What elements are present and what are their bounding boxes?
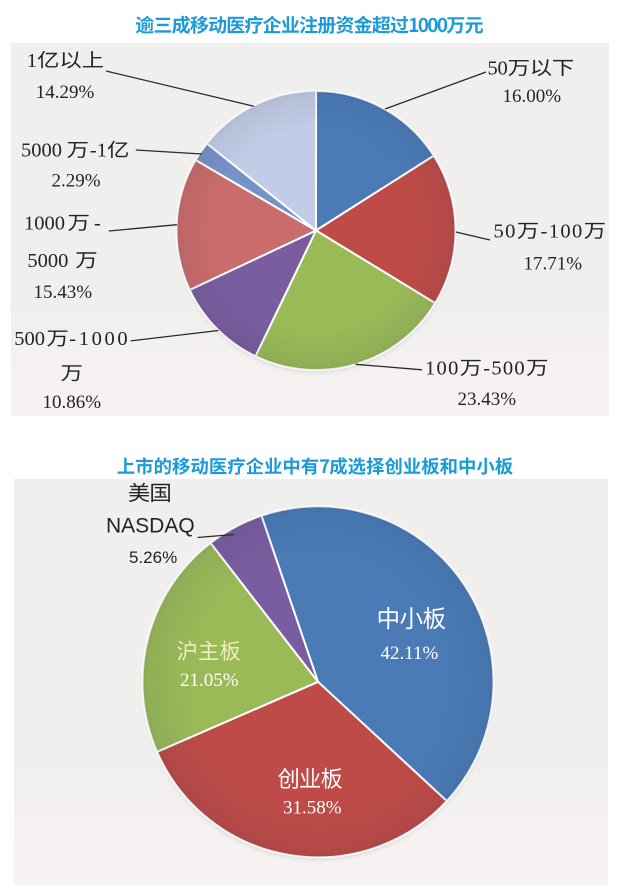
svg-text:15.43%: 15.43% [34, 282, 93, 303]
svg-text:500: 500 [14, 328, 45, 350]
svg-text:2.29%: 2.29% [52, 171, 101, 192]
svg-text:50: 50 [488, 58, 508, 80]
svg-text:-1: -1 [90, 140, 107, 162]
svg-text:14.29%: 14.29% [36, 82, 95, 103]
svg-text:50: 50 [494, 220, 517, 242]
svg-text:-: - [69, 328, 76, 350]
svg-text:10.86%: 10.86% [43, 392, 102, 413]
svg-text:NASDAQ: NASDAQ [106, 515, 195, 538]
svg-text:100: 100 [425, 357, 460, 379]
svg-text:1: 1 [27, 50, 37, 72]
svg-text:1000: 1000 [79, 328, 130, 350]
svg-text:21.05%: 21.05% [180, 670, 239, 691]
svg-text:16.00%: 16.00% [503, 86, 562, 107]
svg-text:1000: 1000 [24, 212, 65, 234]
svg-text:42.11%: 42.11% [381, 643, 439, 664]
svg-text:5000: 5000 [27, 250, 68, 272]
svg-text:5000: 5000 [21, 140, 62, 162]
svg-text:17.71%: 17.71% [524, 253, 583, 274]
svg-text:23.43%: 23.43% [458, 389, 517, 410]
svg-text:31.58%: 31.58% [283, 798, 342, 819]
svg-text:-100: -100 [541, 220, 584, 242]
svg-text:-500: -500 [483, 357, 526, 379]
svg-text:-: - [94, 212, 101, 234]
svg-text:5.26%: 5.26% [129, 548, 177, 567]
